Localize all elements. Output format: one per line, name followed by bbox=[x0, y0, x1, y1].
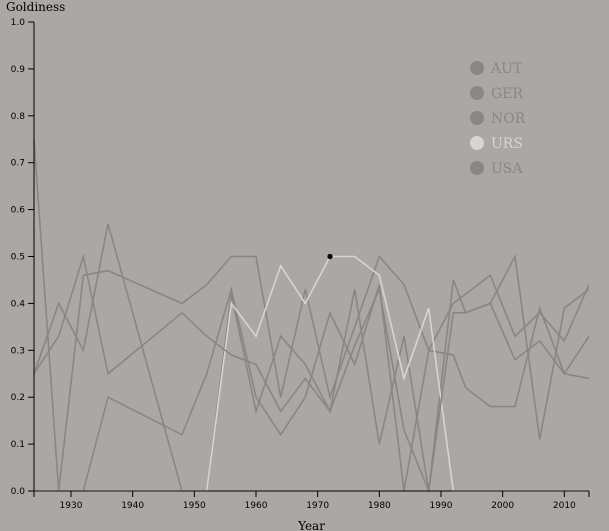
x-tick-label: 2000 bbox=[491, 501, 514, 511]
series-line-ger[interactable] bbox=[57, 254, 590, 492]
y-axis-ticks: 0.0 0.1 0.2 0.3 0.4 0.5 0.6 0.7 0.8 0.9 1.0 bbox=[11, 18, 34, 497]
x-axis-title: Year bbox=[297, 519, 325, 531]
y-axis-title: Goldiness bbox=[6, 0, 65, 14]
legend-label: URS bbox=[491, 136, 523, 152]
series-line-usa[interactable] bbox=[33, 253, 590, 495]
y-tick-label: 0.0 bbox=[11, 487, 26, 497]
x-tick-label: 1930 bbox=[60, 501, 83, 511]
axes: 1930 1940 1950 1960 1970 1980 1990 2000 2010 0.0… bbox=[6, 0, 590, 531]
x-tick-label: 1990 bbox=[430, 501, 453, 511]
legend-swatch bbox=[470, 161, 484, 175]
y-tick-label: 0.9 bbox=[11, 65, 26, 75]
legend-item-aut[interactable]: AUT bbox=[470, 61, 523, 77]
y-tick-label: 0.8 bbox=[11, 112, 26, 122]
x-axis-ticks: 1930 1940 1950 1960 1970 1980 1990 2000 2010 bbox=[33, 491, 590, 511]
y-tick-label: 0.5 bbox=[11, 253, 25, 263]
highlight-point bbox=[327, 253, 333, 260]
x-tick-label: 1940 bbox=[121, 501, 144, 511]
y-tick-label: 0.1 bbox=[11, 440, 25, 450]
x-tick-label: 1960 bbox=[245, 501, 268, 511]
legend[interactable]: AUT GER NOR URS USA bbox=[470, 61, 526, 177]
y-tick-label: 0.7 bbox=[11, 159, 25, 169]
x-tick-label: 1950 bbox=[183, 501, 206, 511]
legend-item-urs[interactable]: URS bbox=[470, 136, 523, 152]
legend-item-ger[interactable]: GER bbox=[470, 86, 523, 102]
legend-label: USA bbox=[491, 161, 523, 177]
y-tick-label: 0.6 bbox=[11, 206, 26, 216]
x-tick-label: 1970 bbox=[306, 501, 329, 511]
y-tick-label: 1.0 bbox=[11, 18, 26, 28]
series-lines bbox=[33, 139, 590, 495]
highlight-marker bbox=[327, 253, 333, 260]
y-tick-label: 0.3 bbox=[11, 346, 25, 356]
y-tick-label: 0.4 bbox=[11, 299, 26, 309]
legend-label: AUT bbox=[490, 61, 523, 77]
legend-item-usa[interactable]: USA bbox=[470, 161, 523, 177]
legend-label: NOR bbox=[491, 111, 526, 127]
x-tick-label: 1980 bbox=[368, 501, 391, 511]
legend-label: GER bbox=[491, 86, 523, 102]
x-tick-label: 2010 bbox=[553, 501, 576, 511]
legend-swatch bbox=[470, 111, 484, 125]
legend-item-nor[interactable]: NOR bbox=[470, 111, 526, 127]
legend-swatch bbox=[470, 86, 484, 100]
legend-swatch bbox=[470, 136, 484, 150]
series-line-nor[interactable] bbox=[33, 139, 590, 492]
series-line-aut[interactable] bbox=[33, 223, 590, 492]
y-tick-label: 0.2 bbox=[11, 393, 25, 403]
legend-swatch bbox=[470, 61, 484, 75]
